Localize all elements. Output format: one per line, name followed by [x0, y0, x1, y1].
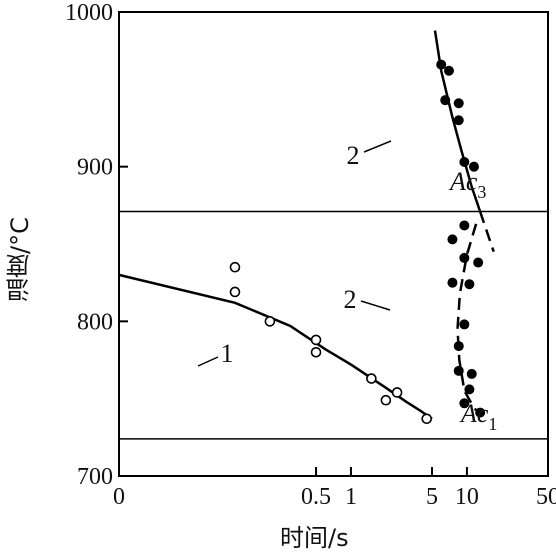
filled-circle-point [443, 65, 454, 76]
series-label-2-upper: 2 [347, 141, 360, 170]
curve-2-upper-dashed [478, 211, 495, 253]
ac1-label: Ac1 [459, 399, 497, 434]
open-circle-point [391, 387, 403, 398]
filled-circle-point [464, 279, 475, 290]
filled-circle-point [447, 234, 458, 245]
filled-circle-point [436, 59, 447, 70]
x-axis-label: 时间/s [280, 524, 349, 552]
leader-line-2-lower [360, 300, 391, 311]
filled-circle-point [475, 407, 486, 418]
series-label-2-lower: 2 [344, 285, 357, 314]
plot-frame [118, 11, 549, 477]
filled-circle-point [459, 157, 470, 168]
filled-circle-point [453, 115, 464, 126]
filled-circle-point [453, 341, 464, 352]
leader-line-2-upper [363, 140, 392, 153]
filled-circle-point [468, 161, 479, 172]
y-tick-label: 1000 [65, 0, 113, 26]
filled-circle-point [459, 220, 470, 231]
open-circle-point [229, 261, 241, 273]
x-tick-label: 10 [455, 484, 479, 510]
ac3-label: Ac3 [448, 167, 486, 202]
open-circle-point [310, 346, 322, 358]
curve-1 [118, 273, 433, 420]
y-tick-label: 700 [77, 464, 113, 490]
filled-circle-point [466, 368, 477, 379]
x-tick-label: 50 [536, 484, 556, 510]
x-tick-label: 0 [113, 484, 125, 510]
open-circle-point [229, 286, 241, 298]
filled-circle-point [459, 319, 470, 330]
x-tick-label: 1 [345, 484, 357, 510]
filled-circle-point [459, 252, 470, 263]
open-circle-point [366, 373, 377, 384]
open-circle-point [380, 394, 392, 406]
filled-circle-point [447, 277, 458, 288]
y-tick-label: 900 [77, 155, 113, 181]
x-tick-label: 0.5 [301, 484, 331, 510]
leader-line-1 [197, 356, 219, 367]
filled-circle-point [459, 398, 470, 409]
series-label-1: 1 [221, 339, 234, 368]
filled-circle-point [440, 95, 451, 106]
filled-circle-point [464, 384, 475, 395]
filled-circle-point [473, 257, 484, 268]
x-tick-label: 5 [426, 484, 438, 510]
y-tick-label: 800 [77, 309, 113, 335]
filled-circle-point [453, 365, 464, 376]
open-circle-point [310, 334, 322, 346]
open-circle-point [421, 413, 433, 425]
filled-circle-point [453, 98, 464, 109]
open-circle-point [264, 316, 276, 327]
y-axis-label: 温度/°C [6, 217, 34, 303]
